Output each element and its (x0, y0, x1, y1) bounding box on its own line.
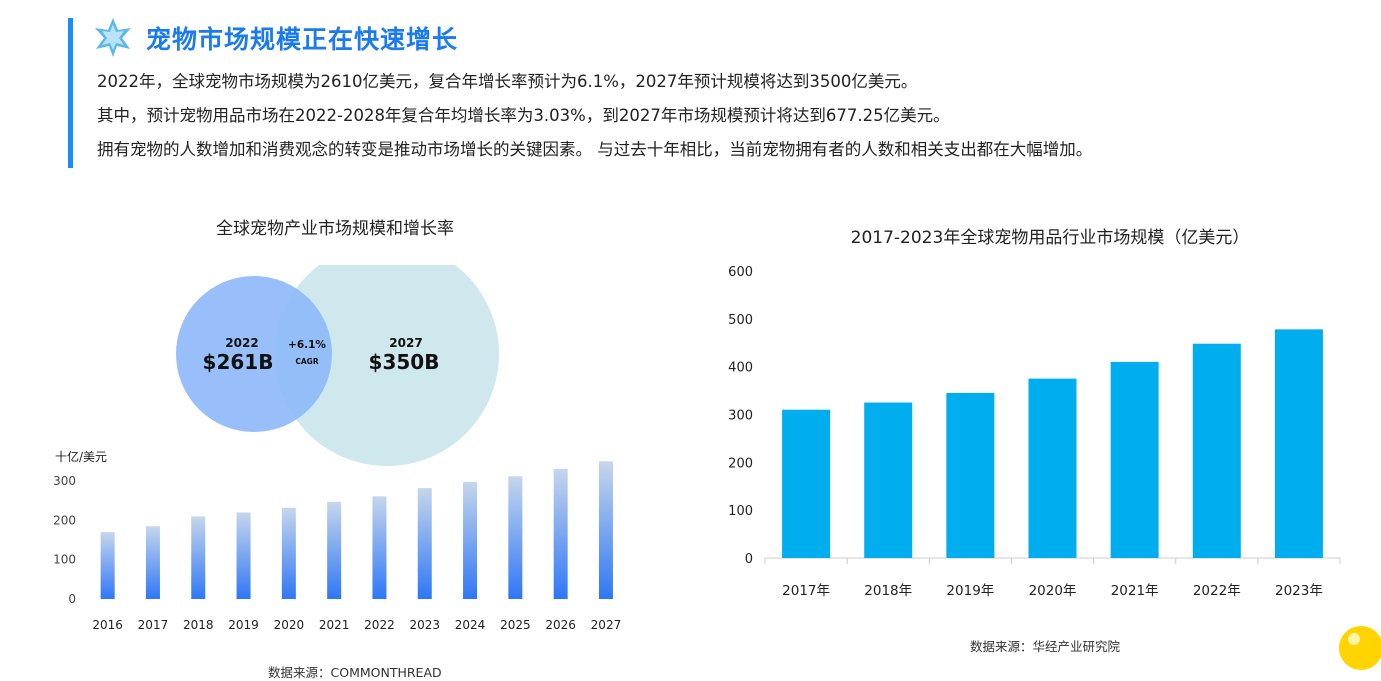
left-chart-ylabel: 十亿/美元 (55, 449, 107, 464)
intro-paragraph-2: 其中，预计宠物用品市场在2022-2028年复合年均增长率为3.03%，到202… (97, 106, 950, 125)
right-x-tick: 2023年 (1275, 583, 1323, 599)
left-bar (327, 501, 342, 599)
right-bar (1192, 343, 1241, 558)
left-bar (417, 488, 432, 599)
right-y-tick: 100 (728, 504, 753, 519)
right-bar (1028, 378, 1077, 558)
star-icon (92, 16, 134, 58)
right-y-tick: 500 (728, 313, 753, 328)
venn-overlap-label: CAGR (295, 357, 318, 366)
right-bar (864, 402, 913, 558)
right-bar (1274, 329, 1323, 558)
left-y-tick: 100 (53, 553, 76, 567)
right-x-tick: 2021年 (1111, 583, 1159, 599)
right-x-tick: 2022年 (1193, 583, 1241, 599)
left-y-tick: 0 (68, 592, 76, 606)
intro-paragraph-1: 2022年，全球宠物市场规模为2610亿美元，复合年增长率预计为6.1%，202… (97, 72, 918, 91)
venn-circle-2027 (275, 265, 499, 466)
right-chart-title: 2017-2023年全球宠物用品行业市场规模（亿美元） (850, 228, 1250, 248)
left-bar (463, 481, 478, 599)
left-x-tick: 2024 (455, 618, 486, 632)
venn-left-value: $261B (203, 350, 274, 374)
venn-circle-2022 (176, 276, 332, 432)
right-bar-chart: 0 100 200 300 400 500 600 2017年 2018年 2019年 2020年 2… (728, 265, 1341, 599)
left-x-tick: 2027 (591, 618, 622, 632)
left-bar (191, 516, 206, 599)
left-y-tick: 200 (53, 513, 76, 527)
intro-paragraph-3: 拥有宠物的人数增加和消费观念的转变是推动市场增长的关键因素。 与过去十年相比，当… (97, 140, 1093, 159)
venn-right-year: 2027 (389, 336, 422, 350)
left-bar (598, 461, 613, 599)
left-bar (372, 496, 387, 599)
right-x-tick: 2017年 (782, 583, 830, 599)
venn-overlap-value: +6.1% (288, 339, 326, 351)
accent-bar (68, 18, 73, 168)
left-bar (553, 468, 568, 599)
right-x-tick: 2018年 (864, 583, 912, 599)
left-x-tick: 2019 (228, 618, 259, 632)
left-x-tick: 2018 (183, 618, 214, 632)
left-bar-chart: 十亿/美元 0 100 200 300 2016 2017 2018 2019 2020 2021… (53, 449, 622, 632)
left-bar (100, 532, 115, 599)
right-bar (1110, 361, 1159, 558)
right-y-tick: 300 (728, 409, 753, 424)
left-chart-title: 全球宠物产业市场规模和增长率 (216, 219, 454, 239)
venn-right-value: $350B (369, 350, 440, 374)
left-x-tick: 2021 (319, 618, 350, 632)
venn-left-year: 2022 (225, 336, 258, 350)
right-x-tick: 2020年 (1029, 583, 1077, 599)
left-x-tick: 2025 (500, 618, 531, 632)
lightbulb-icon (1337, 624, 1381, 676)
right-x-tick: 2019年 (946, 583, 994, 599)
left-x-tick: 2020 (274, 618, 305, 632)
left-x-tick: 2022 (364, 618, 395, 632)
right-y-tick: 600 (728, 265, 753, 280)
venn-diagram: 2022 $261B +6.1% CAGR 2027 $350B (176, 265, 499, 466)
right-y-tick: 400 (728, 361, 753, 376)
page-title: 宠物市场规模正在快速增长 (146, 25, 459, 54)
left-x-tick: 2017 (138, 618, 169, 632)
left-bar (281, 507, 296, 599)
right-source: 数据来源：华经产业研究院 (970, 639, 1121, 654)
left-bar (508, 476, 523, 599)
left-bar (145, 526, 160, 599)
right-bar (782, 409, 831, 558)
left-x-tick: 2023 (409, 618, 440, 632)
left-x-tick: 2026 (545, 618, 576, 632)
left-bar (236, 512, 251, 599)
right-bar (946, 392, 995, 558)
left-y-tick: 300 (53, 474, 76, 488)
left-x-tick: 2016 (92, 618, 123, 632)
right-y-tick: 0 (745, 552, 753, 567)
right-y-tick: 200 (728, 456, 753, 471)
